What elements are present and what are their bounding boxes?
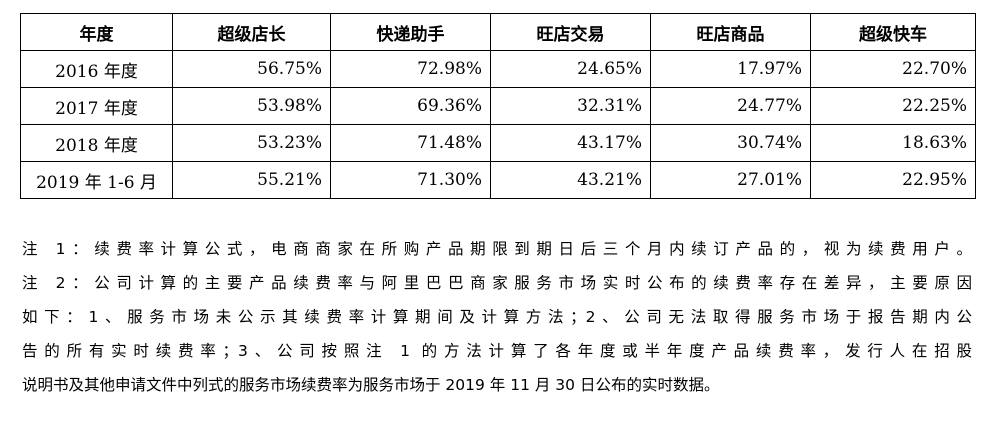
cell-year: 2016 年度 xyxy=(20,50,173,88)
cell-value: 18.63% xyxy=(810,124,976,162)
cell-value: 43.17% xyxy=(490,124,651,162)
cell-value: 22.70% xyxy=(810,50,976,88)
cell-value: 56.75% xyxy=(172,50,331,88)
table-row: 2017 年度 53.98% 69.36% 32.31% 24.77% 22.2… xyxy=(20,87,976,125)
cell-value: 53.98% xyxy=(172,87,331,125)
cell-value: 24.77% xyxy=(650,87,811,125)
cell-value: 71.48% xyxy=(330,124,491,162)
cell-value: 32.31% xyxy=(490,87,651,125)
header-super-express-car: 超级快车 xyxy=(810,13,976,51)
table-row: 2019 年 1-6 月 55.21% 71.30% 43.21% 27.01%… xyxy=(20,161,976,199)
renewal-rate-table: 年度 超级店长 快递助手 旺店交易 旺店商品 超级快车 2016 年度 56.7… xyxy=(20,13,976,199)
note-2-line-2: 如下：1、服务市场未公示其续费率计算期间及计算方法；2、公司无法取得服务市场于报… xyxy=(22,308,972,326)
table-header-row: 年度 超级店长 快递助手 旺店交易 旺店商品 超级快车 xyxy=(20,13,976,51)
table-row: 2018 年度 53.23% 71.48% 43.17% 30.74% 18.6… xyxy=(20,124,976,162)
cell-value: 69.36% xyxy=(330,87,491,125)
cell-value: 22.25% xyxy=(810,87,976,125)
header-express-assistant: 快递助手 xyxy=(330,13,491,51)
table-notes: 注 1：续费率计算公式，电商商家在所购产品期限到期日后三个月内续订产品的，视为续… xyxy=(22,232,972,402)
header-year: 年度 xyxy=(20,13,173,51)
cell-value: 72.98% xyxy=(330,50,491,88)
cell-value: 43.21% xyxy=(490,161,651,199)
cell-value: 71.30% xyxy=(330,161,491,199)
cell-year: 2018 年度 xyxy=(20,124,173,162)
header-wangdian-goods: 旺店商品 xyxy=(650,13,811,51)
cell-year: 2017 年度 xyxy=(20,87,173,125)
cell-year: 2019 年 1-6 月 xyxy=(20,161,173,199)
cell-value: 24.65% xyxy=(490,50,651,88)
note-2-line-3: 告的所有实时续费率；3、公司按照注 1 的方法计算了各年度或半年度产品续费率，发… xyxy=(22,342,972,360)
table-row: 2016 年度 56.75% 72.98% 24.65% 17.97% 22.7… xyxy=(20,50,976,88)
cell-value: 53.23% xyxy=(172,124,331,162)
cell-value: 30.74% xyxy=(650,124,811,162)
cell-value: 27.01% xyxy=(650,161,811,199)
cell-value: 22.95% xyxy=(810,161,976,199)
note-2-line-4: 说明书及其他申请文件中列式的服务市场续费率为服务市场于 2019 年 11 月 … xyxy=(22,376,720,394)
renewal-rate-table-container: 年度 超级店长 快递助手 旺店交易 旺店商品 超级快车 2016 年度 56.7… xyxy=(20,13,976,199)
header-wangdian-trade: 旺店交易 xyxy=(490,13,651,51)
cell-value: 17.97% xyxy=(650,50,811,88)
cell-value: 55.21% xyxy=(172,161,331,199)
header-super-store-manager: 超级店长 xyxy=(172,13,331,51)
note-2-line-1: 注 2：公司计算的主要产品续费率与阿里巴巴商家服务市场实时公布的续费率存在差异，… xyxy=(22,274,972,292)
note-1-line: 注 1：续费率计算公式，电商商家在所购产品期限到期日后三个月内续订产品的，视为续… xyxy=(22,240,972,258)
